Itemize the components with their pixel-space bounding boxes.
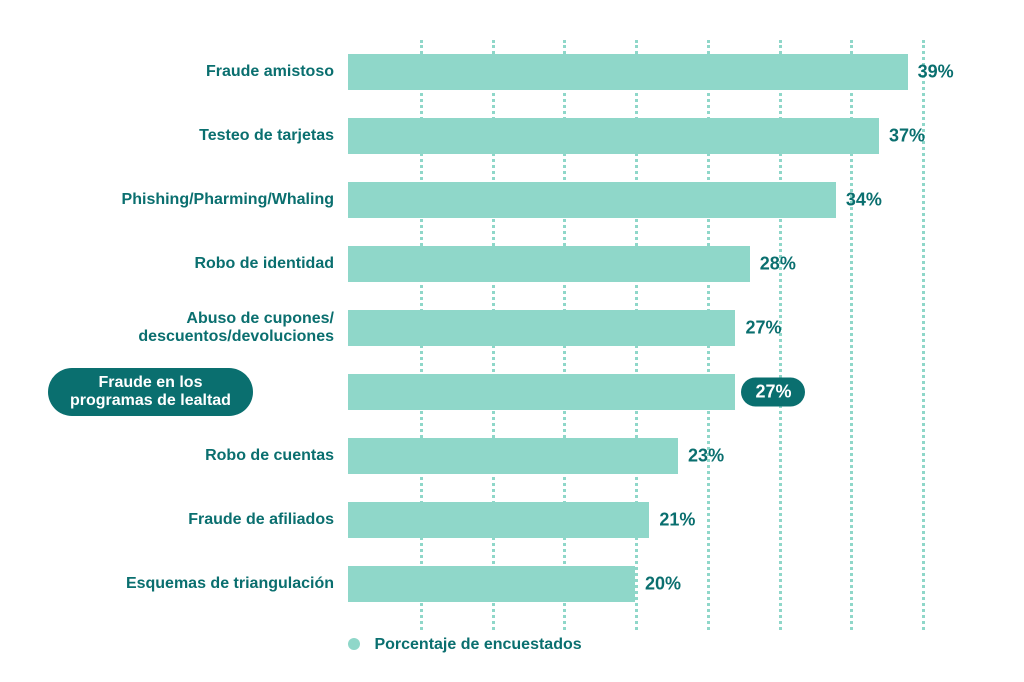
value-label: 27% (741, 378, 805, 407)
bar (348, 566, 635, 602)
table-row: Abuso de cupones/ descuentos/devolucione… (0, 310, 1024, 346)
value-label: 39% (908, 62, 954, 83)
bar (348, 54, 908, 90)
bar (348, 502, 649, 538)
category-label: Fraude amistoso (34, 63, 334, 81)
category-label: Robo de identidad (34, 255, 334, 273)
bar (348, 310, 735, 346)
category-label: Fraude en los programas de lealtad (48, 368, 253, 416)
category-label: Phishing/Pharming/Whaling (34, 191, 334, 209)
value-label: 23% (678, 446, 724, 467)
table-row: Testeo de tarjetas 37% (0, 118, 1024, 154)
table-row: Fraude de afiliados 21% (0, 502, 1024, 538)
legend-label: Porcentaje de encuestados (374, 636, 581, 653)
category-label: Testeo de tarjetas (34, 127, 334, 145)
table-row: Fraude amistoso 39% (0, 54, 1024, 90)
table-row: Robo de cuentas 23% (0, 438, 1024, 474)
category-label: Esquemas de triangulación (34, 575, 334, 593)
legend-dot-icon (348, 638, 360, 650)
fraud-types-chart: Fraude amistoso 39% Testeo de tarjetas 37% P… (0, 0, 1024, 682)
value-label: 28% (750, 254, 796, 275)
table-row: Esquemas de triangulación 20% (0, 566, 1024, 602)
legend: Porcentaje de encuestados (348, 636, 922, 654)
bar (348, 438, 678, 474)
value-label: 21% (649, 510, 695, 531)
category-label: Robo de cuentas (34, 447, 334, 465)
bar (348, 118, 879, 154)
value-label: 34% (836, 190, 882, 211)
value-label: 20% (635, 574, 681, 595)
value-label: 37% (879, 126, 925, 147)
bar (348, 182, 836, 218)
bar (348, 374, 735, 410)
category-label: Abuso de cupones/ descuentos/devolucione… (34, 310, 334, 346)
table-row: Robo de identidad 28% (0, 246, 1024, 282)
table-row: Fraude en los programas de lealtad27% (0, 374, 1024, 410)
category-label: Fraude de afiliados (34, 511, 334, 529)
value-label: 27% (735, 318, 781, 339)
bar (348, 246, 750, 282)
table-row: Phishing/Pharming/Whaling 34% (0, 182, 1024, 218)
